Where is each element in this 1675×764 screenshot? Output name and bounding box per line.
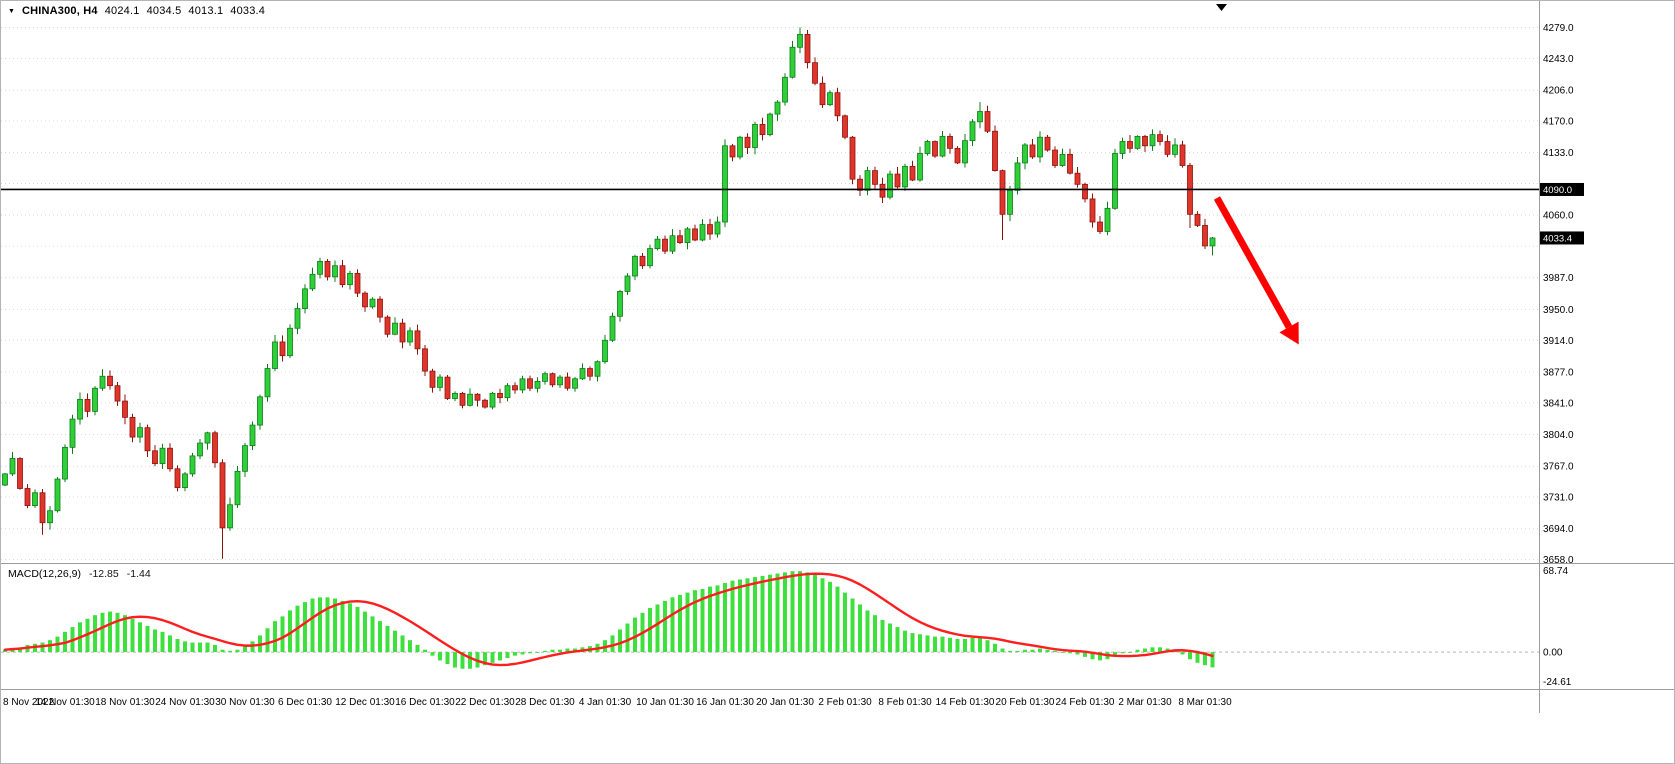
price-tick-label: 4279.0	[1543, 23, 1574, 34]
price-tick-label: 4060.0	[1543, 211, 1574, 222]
symbol-timeframe-label: CHINA300, H4	[21, 5, 98, 17]
time-axis-label: 18 Nov 01:30	[95, 697, 155, 708]
time-axis-label: 2 Feb 01:30	[818, 697, 872, 708]
macd-signal-line	[3, 572, 1214, 667]
time-axis-label: 28 Dec 01:30	[515, 697, 575, 708]
time-axis-label: 20 Feb 01:30	[996, 697, 1055, 708]
time-axis-label: 10 Jan 01:30	[636, 697, 694, 708]
ohlc-close-value: 4033.4	[230, 5, 266, 17]
macd-signal-value: -1.44	[126, 568, 151, 580]
ohlc-open-value: 4024.1	[104, 5, 140, 17]
price-tick-label: 3804.0	[1543, 430, 1574, 441]
macd-main-value: -12.85	[88, 568, 119, 580]
time-axis-label: 24 Feb 01:30	[1056, 697, 1115, 708]
price-grid	[1, 27, 1539, 561]
time-axis-label: 16 Jan 01:30	[696, 697, 754, 708]
time-axis-label: 4 Jan 01:30	[579, 697, 632, 708]
time-axis-label: 20 Jan 01:30	[756, 697, 814, 708]
time-axis-label: 16 Dec 01:30	[395, 697, 455, 708]
price-tick-label: 4243.0	[1543, 54, 1574, 65]
macd-indicator-label: MACD(12,26,9) -12.85 -1.44	[8, 568, 151, 580]
time-axis-label: 8 Mar 01:30	[1178, 697, 1232, 708]
time-axis-label: 8 Feb 01:30	[878, 697, 932, 708]
time-axis-label: 22 Dec 01:30	[455, 697, 515, 708]
macd-axis[interactable]: 68.74 0.00 -24.61	[1543, 566, 1572, 688]
time-axis-label: 6 Dec 01:30	[278, 697, 332, 708]
chart-shift-marker-icon	[1216, 4, 1227, 11]
price-tick-label: 3950.0	[1543, 305, 1574, 316]
macd-name: MACD(12,26,9)	[8, 568, 81, 580]
price-tick-label: 3767.0	[1543, 462, 1574, 473]
svg-text:4033.4: 4033.4	[1543, 233, 1572, 244]
trend-arrow-annotation[interactable]	[1213, 196, 1299, 345]
macd-tick-label: 0.00	[1543, 648, 1563, 659]
time-axis-label: 14 Nov 01:30	[35, 697, 95, 708]
time-axis-label: 8 Nov 2022	[3, 697, 55, 708]
hline-price-tag[interactable]: 4090.0	[1540, 182, 1584, 196]
price-tick-label: 4133.0	[1543, 148, 1574, 159]
last-price-tag: 4033.4	[1540, 231, 1584, 245]
ohlc-low-value: 4013.1	[188, 5, 224, 17]
price-tick-label: 3694.0	[1543, 524, 1574, 535]
time-axis-label: 30 Nov 01:30	[215, 697, 275, 708]
macd-tick-label: -24.61	[1543, 677, 1572, 688]
time-axis-label: 2 Mar 01:30	[1118, 697, 1172, 708]
macd-histogram	[3, 571, 1215, 669]
price-tick-label: 4206.0	[1543, 86, 1574, 97]
price-tick-label: 3841.0	[1543, 398, 1574, 409]
time-axis-label: 12 Dec 01:30	[335, 697, 395, 708]
price-tick-label: 3658.0	[1543, 555, 1574, 566]
price-tick-label: 3914.0	[1543, 336, 1574, 347]
candlesticks[interactable]	[2, 27, 1216, 559]
chart-ohlc-header: ▼ CHINA300, H4 4024.1 4034.5 4013.1 4033…	[8, 5, 265, 17]
panel-separators	[1, 1, 1674, 713]
time-axis-label: 14 Feb 01:30	[936, 697, 995, 708]
price-tick-label: 3877.0	[1543, 367, 1574, 378]
svg-text:4090.0: 4090.0	[1543, 185, 1572, 196]
price-tick-label: 4170.0	[1543, 116, 1574, 127]
expand-triangle-icon[interactable]: ▼	[8, 7, 15, 15]
price-tick-label: 3987.0	[1543, 273, 1574, 284]
time-axis-label: 24 Nov 01:30	[155, 697, 215, 708]
price-tick-label: 3731.0	[1543, 493, 1574, 504]
price-axis[interactable]: 4279.0 4243.0 4206.0 4170.0 4133.0 4060.0 3987…	[1543, 23, 1574, 566]
macd-tick-label: 68.74	[1543, 566, 1568, 577]
ohlc-high-value: 4034.5	[146, 5, 182, 17]
